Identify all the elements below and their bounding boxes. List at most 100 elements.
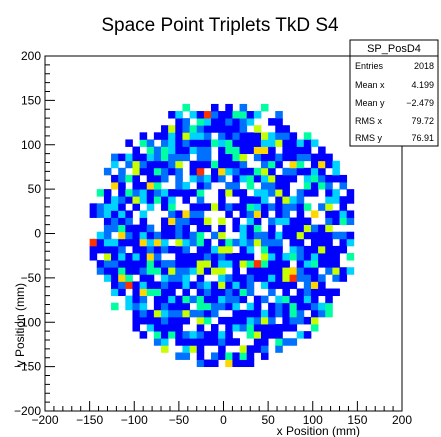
histogram-bin [111,196,119,204]
histogram-bin [218,118,226,126]
histogram-bin [239,174,248,183]
histogram-bin [168,196,176,204]
histogram-bin [253,189,262,197]
histogram-bin [203,331,212,339]
histogram-bin [225,160,233,169]
histogram-bin [153,295,162,304]
histogram-bin [318,238,326,247]
histogram-bin [153,167,162,176]
histogram-bin [325,160,333,169]
histogram-bin [303,253,312,261]
histogram-bin [175,189,183,197]
histogram-bin [289,217,298,226]
histogram-bin [325,245,333,254]
histogram-bin [196,324,205,332]
histogram-bin [175,274,183,282]
histogram-bin [239,231,248,240]
histogram-bin [289,245,298,254]
histogram-bin [111,224,119,233]
stats-rms-x-value: 79.72 [411,116,434,126]
histogram-bin [139,295,148,304]
histogram-bin [275,160,283,169]
histogram-bin [303,316,312,325]
histogram-bin [225,125,233,133]
histogram-bin [303,245,312,254]
histogram-bin [196,302,205,311]
histogram-bin [275,238,283,247]
histogram-bin [253,238,262,247]
histogram-bin [268,132,276,140]
histogram-bin [310,139,319,147]
histogram-bin [246,302,255,311]
histogram-bin [339,182,348,190]
histogram-bin [239,238,248,247]
histogram-bin [168,316,176,325]
histogram-bin [232,267,240,275]
histogram-bin [310,153,319,162]
histogram-bin [332,267,340,275]
histogram-bin [182,245,190,254]
histogram-bin [268,281,276,289]
histogram-bin [103,260,112,268]
histogram-bin [103,231,112,240]
histogram-bin [282,324,290,332]
histogram-bin [296,139,305,147]
histogram-bin [168,111,176,119]
histogram-bin [146,174,155,183]
histogram-bin [132,245,141,254]
histogram-bin [146,274,155,282]
histogram-bin [239,210,248,218]
histogram-bin [196,267,205,275]
histogram-bin [246,182,255,190]
histogram-bin [175,281,183,289]
histogram-bin [196,182,205,190]
histogram-bin [232,146,240,155]
histogram-bin [111,174,119,183]
histogram-bin [310,174,319,183]
histogram-bin [325,267,333,275]
histogram-bin [146,253,155,261]
histogram-bin [125,153,133,162]
histogram-bin [260,103,269,112]
histogram-bin [146,245,155,254]
histogram-bin [253,139,262,147]
histogram-bin [246,359,255,368]
histogram-bin [289,281,298,289]
histogram-bin [211,231,219,240]
histogram-bin [225,139,233,147]
histogram-bin [118,224,126,233]
histogram-bin [282,167,290,176]
histogram-bin [268,324,276,332]
histogram-bin [318,309,326,318]
histogram-bin [246,316,255,325]
histogram-bin [282,295,290,304]
histogram-bin [318,167,326,176]
histogram-bin [218,224,226,233]
histogram-bin [132,196,141,204]
histogram-bin [332,245,340,254]
histogram-bin [282,338,290,346]
histogram-bin [132,288,141,297]
histogram-bin [318,153,326,162]
histogram-bin [189,281,198,289]
histogram-bin [103,167,112,176]
histogram-bin [325,210,333,218]
x-tick-label: 100 [303,413,323,427]
histogram-bin [146,224,155,233]
histogram-bin [239,203,248,211]
histogram-bin [303,224,312,233]
histogram-bin [318,160,326,169]
histogram-bin [132,146,141,155]
histogram-bin [296,309,305,318]
x-tick-label: −100 [121,413,148,427]
histogram-bin [182,316,190,325]
histogram-bin [168,288,176,297]
histogram-bin [189,146,198,155]
histogram-bin [139,316,148,325]
histogram-bin [161,288,169,297]
histogram-bin [232,288,240,297]
histogram-bin [232,274,240,282]
y-tick-label: 0 [34,227,41,241]
histogram-bin [218,139,226,147]
histogram-bin [260,338,269,346]
